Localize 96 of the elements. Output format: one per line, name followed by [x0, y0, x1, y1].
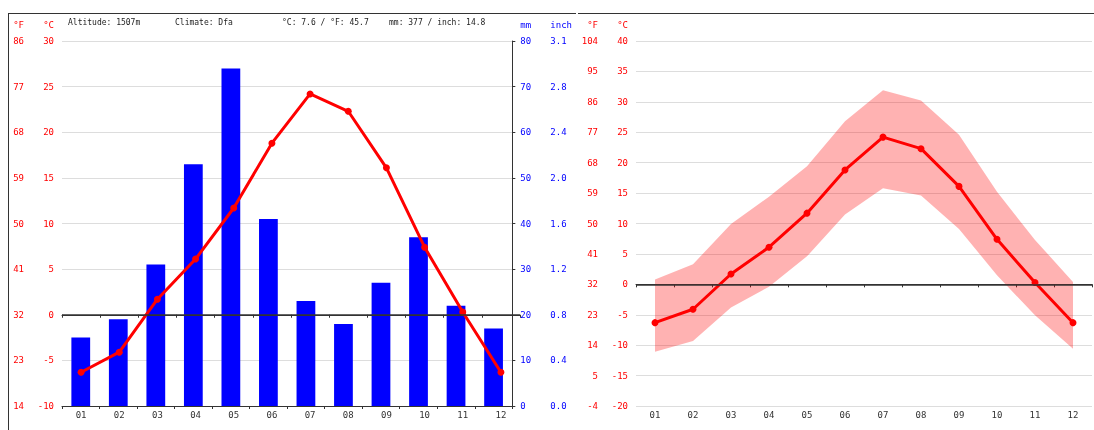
y2-tick-label: 5: [592, 370, 598, 381]
y2-tick-label: 59: [587, 188, 598, 199]
x-tick-label: 09: [380, 409, 392, 420]
x-tick-label: 07: [877, 409, 889, 420]
x-tick-label: 06: [839, 409, 851, 420]
y3-axis-title: inch: [550, 19, 573, 30]
y2-tick-label: 20: [520, 309, 532, 320]
y2-tick-label: 41: [13, 264, 24, 275]
y-tick-label: 35: [617, 66, 628, 77]
y-tick-label: -10: [611, 340, 628, 351]
y2-tick-label: 30: [520, 264, 532, 275]
y2-tick-label: -4: [587, 401, 598, 411]
y2-tick-label: 23: [13, 355, 24, 366]
y2-tick-label: 14: [587, 340, 598, 351]
y-tick-label: 5: [48, 264, 54, 275]
x-tick-label: 07: [304, 409, 316, 420]
x-tick-label: 03: [725, 409, 737, 420]
y-tick-label: 10: [617, 218, 628, 229]
y3-tick-label: 0.0: [550, 401, 567, 411]
y-tick-label: 20: [43, 127, 54, 138]
y2-tick-label: 50: [520, 172, 532, 183]
y3-tick-label: 0.4: [550, 355, 567, 366]
y-tick-label: 5: [622, 248, 628, 259]
y2-tick-label: 70: [520, 81, 532, 92]
text: Climate: Dfa: [175, 17, 233, 27]
y-tick-label: 30: [43, 36, 54, 46]
y-tick-label: 25: [43, 81, 54, 92]
y2-tick-label: 95: [587, 66, 598, 77]
x-tick-label: 11: [457, 409, 469, 420]
y2-tick-label: 50: [13, 218, 24, 229]
x-tick-label: 05: [801, 409, 813, 420]
x-tick-label: 09: [953, 409, 965, 420]
y-tick-label: 10: [43, 218, 54, 229]
y3-tick-label: 2.0: [550, 172, 567, 183]
y2-tick-label: 86: [587, 96, 598, 107]
y2-tick-label: 77: [13, 81, 24, 92]
y2-tick-label: 50: [587, 218, 598, 229]
x-tick-label: 03: [151, 409, 163, 420]
y3-tick-label: 3.1: [550, 36, 567, 46]
y2-tick-label: 86: [13, 36, 24, 46]
y-tick-label: -20: [611, 401, 628, 411]
y-axis-title: °C: [43, 19, 54, 30]
text: °C: 7.6 / °F: 45.7: [282, 17, 369, 27]
x-tick-label: 10: [991, 409, 1003, 420]
y-axis-title: °C: [617, 19, 628, 30]
y2-tick-label: 59: [13, 172, 24, 183]
x-tick-label: 02: [687, 409, 699, 420]
x-tick-label: 02: [113, 409, 125, 420]
y3-tick-label: 2.8: [550, 81, 567, 92]
x-tick-label: 11: [1029, 409, 1041, 420]
y-tick-label: 25: [617, 127, 628, 138]
y2-axis-title: °F: [13, 19, 24, 30]
y2-tick-label: 68: [13, 127, 24, 138]
y2-axis-title: mm: [520, 19, 532, 30]
y-tick-label: 15: [617, 188, 628, 199]
y3-tick-label: 1.6: [550, 218, 567, 229]
x-tick-label: 12: [1067, 409, 1079, 420]
y-tick-label: 20: [617, 157, 628, 168]
y-tick-label: 30: [617, 96, 628, 107]
y-tick-label: -10: [37, 401, 54, 411]
text: Altitude: 1507m: [68, 17, 141, 27]
y-tick-label: 15: [43, 172, 54, 183]
y-tick-label: -5: [43, 355, 54, 366]
x-tick-label: 04: [763, 409, 775, 420]
y2-axis-title: °F: [587, 19, 598, 30]
y-tick-label: 0: [48, 309, 54, 320]
x-tick-label: 04: [190, 409, 202, 420]
y2-tick-label: 80: [520, 36, 532, 46]
x-tick-label: 05: [228, 409, 240, 420]
y2-tick-label: 77: [587, 127, 598, 138]
y2-tick-label: 40: [520, 218, 532, 229]
x-tick-label: 06: [266, 409, 278, 420]
x-tick-label: 01: [75, 409, 87, 420]
y2-tick-label: 32: [587, 279, 598, 290]
y3-tick-label: 2.4: [550, 127, 567, 138]
y2-tick-label: 0: [520, 401, 526, 411]
y2-tick-label: 10: [520, 355, 532, 366]
y-tick-label: -15: [611, 370, 628, 381]
x-tick-label: 10: [419, 409, 431, 420]
y2-tick-label: 68: [587, 157, 598, 168]
x-tick-label: 01: [649, 409, 661, 420]
x-tick-label: 12: [495, 409, 507, 420]
y2-tick-label: 14: [13, 401, 24, 411]
text: mm: 377 / inch: 14.8: [389, 17, 486, 27]
y3-tick-label: 1.2: [550, 264, 567, 275]
x-tick-label: 08: [915, 409, 927, 420]
y2-tick-label: 32: [13, 309, 24, 320]
y2-tick-label: 104: [581, 36, 598, 46]
x-tick-label: 08: [342, 409, 354, 420]
y-tick-label: 0: [622, 279, 628, 290]
y3-tick-label: 0.8: [550, 309, 567, 320]
y2-tick-label: 23: [587, 309, 598, 320]
y-tick-label: -5: [617, 309, 628, 320]
y-tick-label: 40: [617, 36, 628, 46]
y2-tick-label: 41: [587, 248, 598, 259]
y2-tick-label: 60: [520, 127, 532, 138]
